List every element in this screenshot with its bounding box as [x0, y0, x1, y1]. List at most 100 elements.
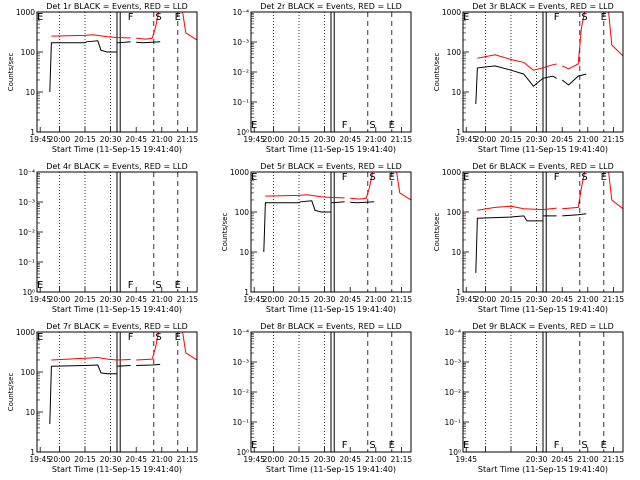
x-tick-label: 20:30 — [526, 295, 548, 304]
x-tick-label: 20:15 — [500, 295, 522, 304]
phase-marker-label: F — [554, 172, 560, 183]
x-axis-label: Start Time (11-Sep-15 19:41:40) — [478, 305, 608, 314]
phase-marker-label: E — [463, 172, 469, 183]
panel-title: Det 8r BLACK = Events, RED = LLD — [260, 322, 402, 331]
x-tick-label: 20:15 — [500, 135, 522, 144]
x-tick-label: 20:30 — [100, 135, 122, 144]
phase-marker-label: E — [37, 332, 43, 343]
y-tick-label: 10⁰ — [448, 448, 461, 457]
x-tick-label: 20:15 — [74, 135, 96, 144]
x-tick-label: 20:15 — [288, 455, 310, 464]
y-axis-label: Counts/sec — [221, 213, 229, 252]
x-tick-label: 20:45 — [125, 135, 147, 144]
series-line-lld — [136, 12, 160, 40]
y-tick-label: 10⁻³ — [232, 38, 249, 47]
x-tick-label: 20:45 — [551, 455, 573, 464]
x-tick-label: 21:15 — [177, 295, 199, 304]
phase-marker-label: E — [463, 440, 469, 451]
x-tick-label: 21:15 — [391, 135, 413, 144]
x-tick-label: 20:15 — [74, 455, 96, 464]
x-tick-label: 20:30 — [314, 135, 336, 144]
x-tick-label: 20:45 — [125, 455, 147, 464]
x-tick-label: 20:45 — [551, 295, 573, 304]
x-tick-label: 20:00 — [49, 455, 71, 464]
phase-marker-label: E — [175, 12, 181, 23]
series-line-lld — [396, 172, 411, 201]
x-tick-label: 20:45 — [125, 295, 147, 304]
x-tick-label: 19:45 — [29, 295, 51, 304]
x-tick-label: 20:00 — [263, 455, 285, 464]
y-tick-label: 10⁻⁴ — [444, 328, 461, 337]
x-axis-label: Start Time (11-Sep-15 19:41:40) — [478, 145, 608, 154]
x-tick-label: 20:30 — [526, 135, 548, 144]
x-tick-label: 19:45 — [243, 455, 265, 464]
phase-marker-label: F — [342, 120, 348, 131]
panel-det-7: Det 7r BLACK = Events, RED = LLD 1 10 100 10… — [7, 322, 198, 474]
x-axis-label: Start Time (11-Sep-15 19:41:40) — [266, 305, 396, 314]
phase-marker-label: E — [175, 280, 181, 291]
phase-marker-label: S — [155, 332, 161, 343]
x-tick-label: 19:45 — [243, 295, 265, 304]
x-tick-label: 20:00 — [475, 295, 497, 304]
series-line-events — [561, 73, 587, 86]
x-tick-label: 21:15 — [603, 295, 625, 304]
series-line-events — [475, 65, 557, 105]
panel-det-5: Det 5r BLACK = Events, RED = LLD 1 10 100 10… — [221, 162, 412, 314]
x-tick-label: 20:15 — [288, 135, 310, 144]
x-tick-label: 21:00 — [365, 135, 387, 144]
series-line-events — [49, 40, 131, 93]
y-tick-label: 10 — [451, 88, 461, 97]
series-line-events — [49, 364, 131, 425]
y-tick-label: 1000 — [16, 328, 35, 337]
series-line-events — [562, 213, 587, 217]
x-tick-label: 20:45 — [551, 135, 573, 144]
phase-marker-label: S — [581, 172, 587, 183]
panel-title: Det 7r BLACK = Events, RED = LLD — [46, 322, 188, 331]
x-tick-label: 21:15 — [177, 135, 199, 144]
y-tick-label: 1000 — [230, 168, 249, 177]
x-axis-label: Start Time (11-Sep-15 19:41:40) — [478, 465, 608, 474]
y-tick-label: 1000 — [16, 8, 35, 17]
y-tick-label: 10⁻² — [18, 228, 35, 237]
x-tick-label: 19:45 — [455, 455, 477, 464]
phase-marker-label: F — [342, 172, 348, 183]
y-tick-label: 100 — [21, 48, 36, 57]
y-tick-label: 10 — [25, 408, 35, 417]
x-tick-label: 21:00 — [151, 295, 173, 304]
y-tick-label: 10 — [25, 88, 35, 97]
y-tick-label: 100 — [447, 208, 462, 217]
x-tick-label: 20:30 — [314, 295, 336, 304]
panel-det-3: Det 3r BLACK = Events, RED = LLD 1 10 100 10… — [433, 2, 624, 154]
phase-marker-label: F — [128, 280, 134, 291]
phase-marker-label: S — [155, 12, 161, 23]
y-tick-label: 1 — [30, 448, 35, 457]
panel-title: Det 9r BLACK = Events, RED = LLD — [472, 322, 614, 331]
phase-marker-label: S — [581, 12, 587, 23]
y-axis-label: Counts/sec — [433, 53, 441, 92]
phase-marker-label: E — [463, 12, 469, 23]
series-line-events — [350, 201, 375, 204]
x-tick-label: 21:00 — [151, 455, 173, 464]
x-tick-label: 20:30 — [100, 295, 122, 304]
plot-frame — [250, 171, 412, 293]
y-tick-label: 10⁻³ — [232, 358, 249, 367]
panel-det-4: Det 4r BLACK = Events, RED = LLD 10⁰ 10⁻¹ 1… — [18, 162, 198, 314]
x-tick-label: 20:45 — [339, 135, 361, 144]
x-tick-label: 19:45 — [243, 135, 265, 144]
x-axis-label: Start Time (11-Sep-15 19:41:40) — [266, 465, 396, 474]
y-tick-label: 10 — [451, 248, 461, 257]
x-tick-label: 20:45 — [339, 455, 361, 464]
series-line-events — [475, 215, 557, 273]
y-tick-label: 10⁻² — [232, 68, 249, 77]
x-tick-label: 21:15 — [603, 135, 625, 144]
series-line-lld — [561, 12, 586, 70]
series-line-events — [136, 41, 161, 44]
x-tick-label: 21:15 — [391, 295, 413, 304]
phase-marker-label: S — [369, 440, 375, 451]
x-tick-label: 21:00 — [365, 455, 387, 464]
series-line-lld — [350, 172, 374, 200]
y-tick-label: 10⁻⁴ — [232, 328, 249, 337]
series-line-lld — [477, 54, 557, 71]
y-tick-label: 10⁰ — [236, 448, 249, 457]
phase-marker-label: E — [389, 440, 395, 451]
